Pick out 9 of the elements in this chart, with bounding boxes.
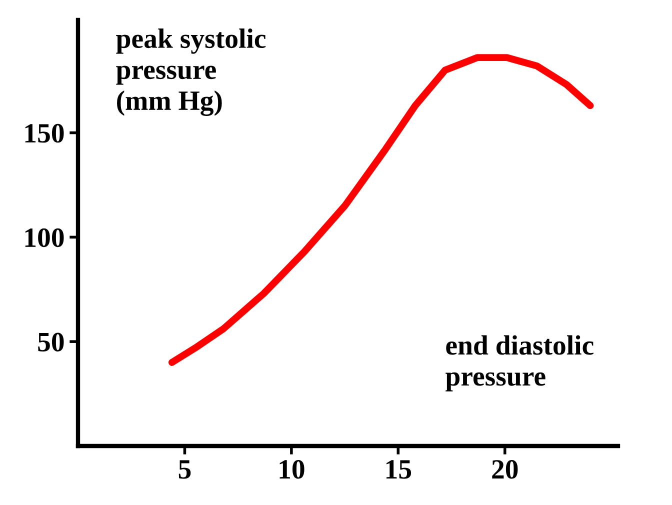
y-tick-label: 100 — [25, 228, 64, 248]
x-axis-title: end diastolic pressure — [446, 335, 594, 392]
x-tick-label: 20 — [492, 460, 518, 479]
x-tick-label: 5 — [178, 460, 191, 479]
y-tick-label: 150 — [25, 124, 64, 143]
y-axis-title: peak systolic pressure (mm Hg) — [116, 28, 266, 116]
x-tick-label: 15 — [386, 460, 412, 479]
x-tick-label: 10 — [280, 460, 304, 479]
y-tick-label: 50 — [38, 332, 64, 352]
